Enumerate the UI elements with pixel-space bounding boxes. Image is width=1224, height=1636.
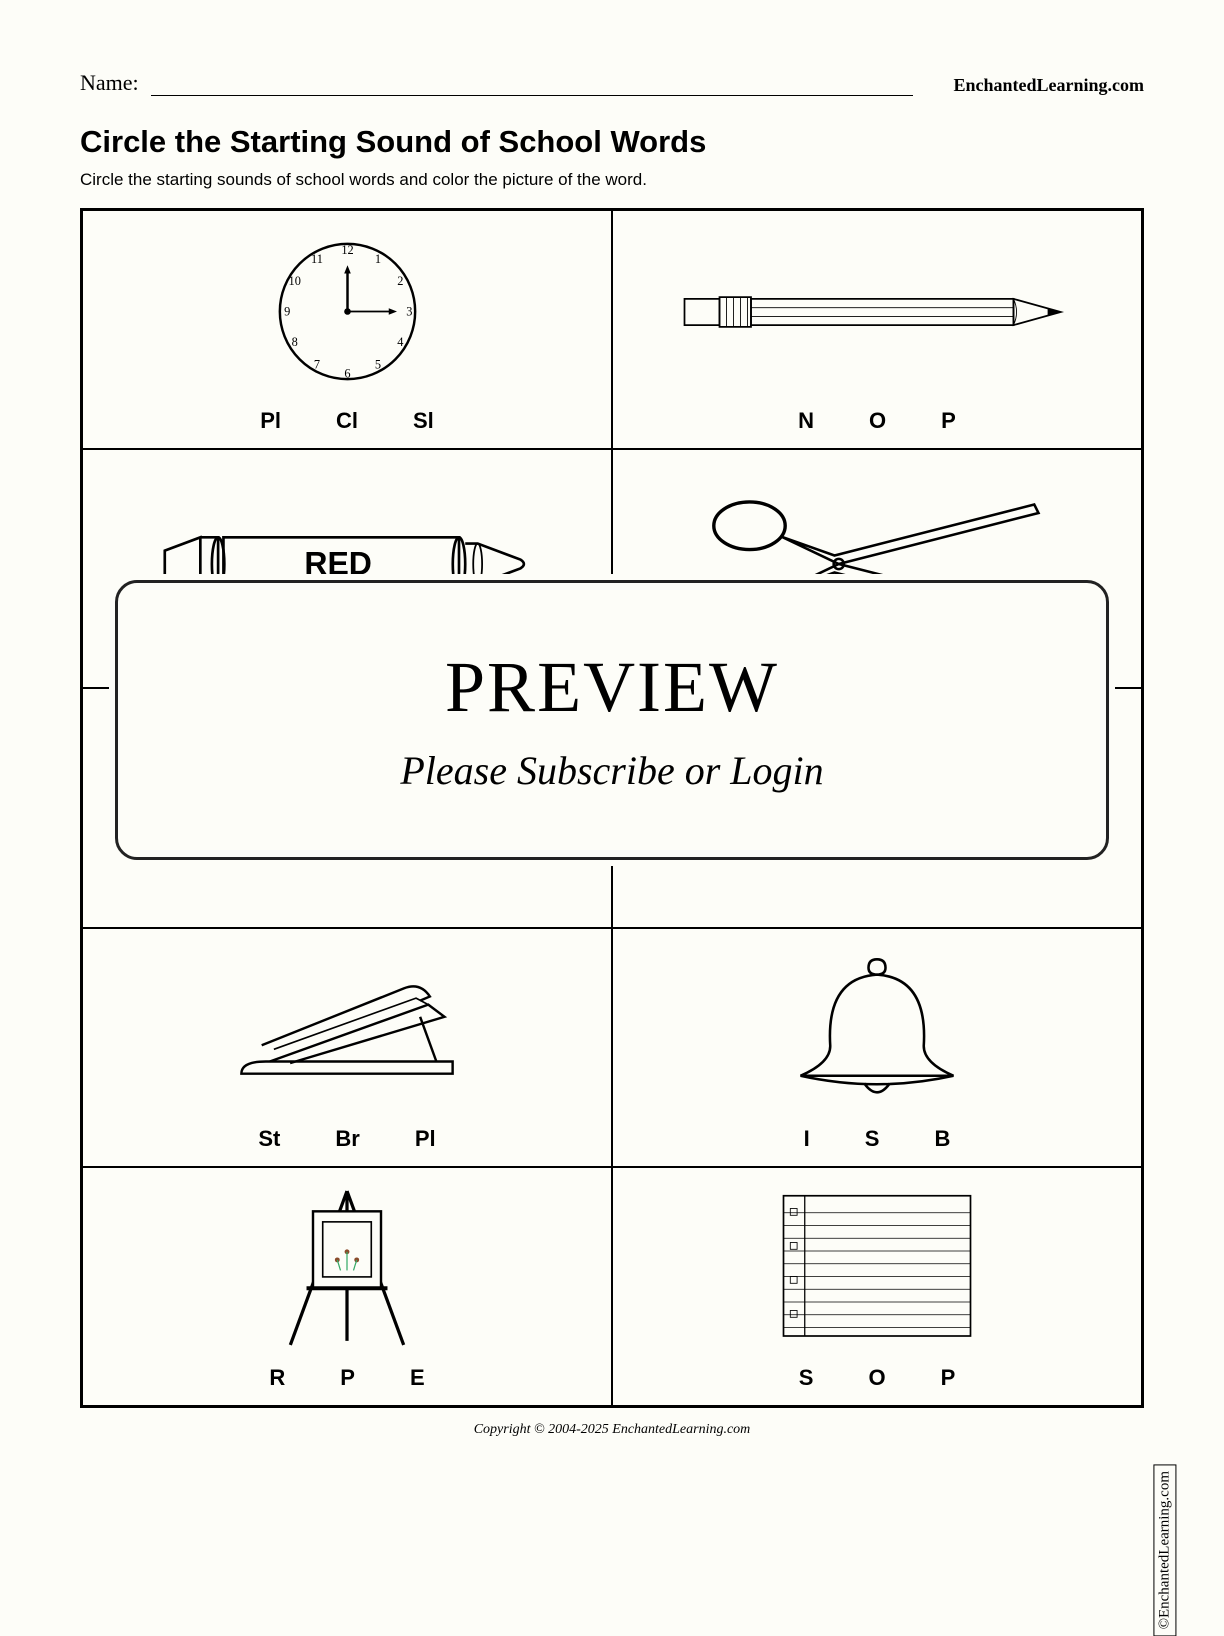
choices-row: S O P bbox=[799, 1365, 956, 1391]
choice-option[interactable]: E bbox=[410, 1365, 425, 1391]
choice-option[interactable]: S bbox=[865, 1126, 880, 1152]
easel-icon bbox=[93, 1180, 601, 1357]
choice-option[interactable]: S bbox=[799, 1365, 814, 1391]
svg-text:10: 10 bbox=[288, 274, 300, 288]
choice-option[interactable]: B bbox=[934, 1126, 950, 1152]
svg-text:7: 7 bbox=[313, 358, 319, 372]
svg-text:12: 12 bbox=[341, 243, 353, 257]
choices-row: St Br Pl bbox=[258, 1126, 435, 1152]
pencil-icon bbox=[623, 223, 1131, 400]
crayon-label: RED bbox=[304, 545, 372, 581]
choice-option[interactable]: N bbox=[798, 408, 814, 434]
site-brand-top: EnchantedLearning.com bbox=[953, 75, 1144, 96]
choices-row: I S B bbox=[804, 1126, 951, 1152]
side-brand-text: ©EnchantedLearning.com bbox=[1153, 1464, 1176, 1636]
preview-title: PREVIEW bbox=[445, 646, 779, 729]
svg-text:4: 4 bbox=[397, 335, 403, 349]
cell-paper: S O P bbox=[612, 1167, 1142, 1406]
choice-option[interactable]: I bbox=[804, 1126, 810, 1152]
choice-option[interactable]: Pl bbox=[415, 1126, 436, 1152]
choices-row: N O P bbox=[798, 408, 956, 434]
header-row: Name: EnchantedLearning.com bbox=[80, 70, 1144, 96]
worksheet-instructions: Circle the starting sounds of school wor… bbox=[80, 170, 1144, 190]
cell-bell: I S B bbox=[612, 928, 1142, 1167]
choice-option[interactable]: P bbox=[340, 1365, 355, 1391]
svg-text:2: 2 bbox=[397, 274, 403, 288]
choices-row: Pl Cl Sl bbox=[260, 408, 434, 434]
choice-option[interactable]: P bbox=[941, 1365, 956, 1391]
choice-option[interactable]: Br bbox=[335, 1126, 359, 1152]
svg-text:9: 9 bbox=[284, 305, 290, 319]
preview-subtitle: Please Subscribe or Login bbox=[400, 747, 823, 794]
choice-option[interactable]: Cl bbox=[336, 408, 358, 434]
choice-option[interactable]: St bbox=[258, 1126, 280, 1152]
paper-icon bbox=[623, 1180, 1131, 1357]
copyright-text: Copyright © 2004-2025 EnchantedLearning.… bbox=[80, 1422, 1144, 1438]
choice-option[interactable]: Sl bbox=[413, 408, 434, 434]
cell-pencil: N O P bbox=[612, 210, 1142, 449]
svg-text:11: 11 bbox=[311, 252, 323, 266]
name-label: Name: bbox=[80, 70, 139, 96]
name-input-line[interactable] bbox=[151, 74, 914, 96]
svg-text:5: 5 bbox=[374, 358, 380, 372]
choice-option[interactable]: Pl bbox=[260, 408, 281, 434]
preview-overlay: PREVIEW Please Subscribe or Login bbox=[115, 580, 1109, 860]
cell-easel: R P E bbox=[82, 1167, 612, 1406]
cell-stapler: St Br Pl bbox=[82, 928, 612, 1167]
choice-option[interactable]: O bbox=[868, 1365, 885, 1391]
worksheet-title: Circle the Starting Sound of School Word… bbox=[80, 124, 1144, 160]
clock-icon: 12 1 2 3 4 5 6 7 8 9 10 11 bbox=[93, 223, 601, 400]
choice-option[interactable]: P bbox=[941, 408, 956, 434]
cell-clock: 12 1 2 3 4 5 6 7 8 9 10 11 Pl Cl Sl bbox=[82, 210, 612, 449]
choice-option[interactable]: O bbox=[869, 408, 886, 434]
worksheet-page: Name: EnchantedLearning.com Circle the S… bbox=[0, 0, 1224, 1584]
svg-text:6: 6 bbox=[344, 367, 350, 381]
svg-text:8: 8 bbox=[291, 335, 297, 349]
svg-text:1: 1 bbox=[374, 252, 380, 266]
bell-icon bbox=[623, 941, 1131, 1118]
choices-row: R P E bbox=[269, 1365, 424, 1391]
stapler-icon bbox=[93, 941, 601, 1118]
choice-option[interactable]: R bbox=[269, 1365, 285, 1391]
svg-text:3: 3 bbox=[406, 305, 412, 319]
